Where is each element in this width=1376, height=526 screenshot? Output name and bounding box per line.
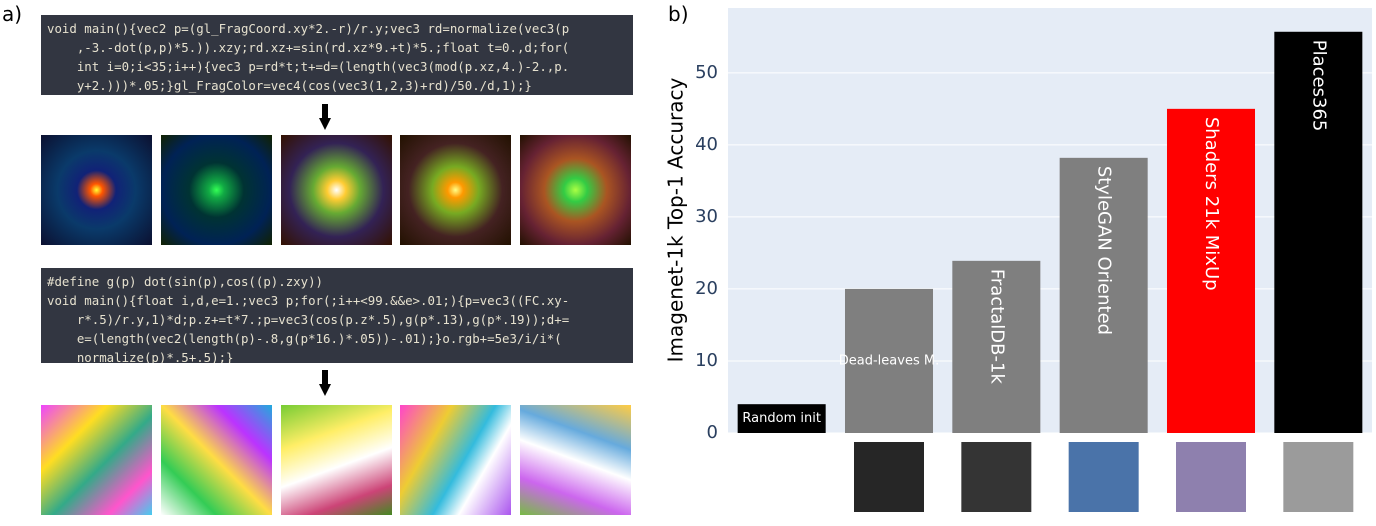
code-block: void main(){vec2 p=(gl_FragCoord.xy*2.-r… [41, 15, 633, 95]
thumbnail [1176, 442, 1246, 512]
bar [1059, 157, 1148, 433]
code-line: r*.5)/r.y,1)*d;p.z+=t*7.;p=vec3(cos(p.z*… [47, 312, 570, 327]
shader-image [41, 405, 152, 515]
arrow [319, 370, 331, 396]
y-tick-label: 30 [695, 206, 718, 227]
shader-image [161, 405, 272, 515]
shader-image [281, 405, 392, 515]
bar [737, 404, 826, 433]
y-tick-label: 10 [695, 350, 718, 371]
shader-image [281, 135, 392, 245]
panel-label: b) [668, 2, 689, 26]
shader-image [400, 135, 511, 245]
thumbnail [1283, 442, 1354, 512]
y-tick-label: 50 [695, 62, 718, 83]
bar [1166, 108, 1256, 433]
code-line: y+2.)))*.05;}gl_FragColor=vec4(cos(vec3(… [47, 78, 532, 93]
code-line: #define g(p) dot(sin(p),cos((p).zxy)) [47, 274, 324, 289]
y-axis-label: Imagenet-1k Top-1 Accuracy [664, 77, 688, 362]
code-block: #define g(p) dot(sin(p),cos((p).zxy)) voi… [41, 268, 633, 363]
bar-label: FractalDB-1k [986, 269, 1007, 385]
thumbnail [1068, 442, 1139, 512]
y-tick-label: 40 [695, 134, 718, 155]
y-tick-label: 0 [707, 422, 718, 443]
shader-image [520, 405, 631, 515]
plot-background [728, 8, 1372, 433]
code-line: e=(length(vec2(length(p)-.8,g(p*16.)*.05… [47, 331, 562, 346]
shader-image [41, 135, 152, 245]
code-line: ,-3.-dot(p,p)*5.)).xzy;rd.xz+=sin(rd.xz*… [47, 40, 570, 55]
shader-image [520, 135, 631, 245]
code-line: int i=0;i<35;i++){vec3 p=rd*t;t+=d=(leng… [47, 59, 570, 74]
bar-label: Shaders 21k MixUp [1201, 117, 1222, 291]
code-line: void main(){float i,d,e=1.;vec3 p;for(;i… [47, 293, 570, 308]
code-line: normalize(p)*.5+.5);} [47, 350, 234, 363]
panel-label: a) [2, 2, 23, 26]
chart: Imagenet-1k Top-1 Accuracy 0 10 20 30 40 50 Ra… [664, 8, 1372, 512]
bar [952, 260, 1041, 433]
shader-image [400, 405, 511, 515]
bar-label: Dead-leaves M. [839, 353, 939, 368]
bar-label: Random init [742, 411, 821, 426]
bar [1274, 31, 1363, 434]
bar-label: StyleGAN Oriented [1094, 166, 1115, 335]
code-line: void main(){vec2 p=(gl_FragCoord.xy*2.-r… [47, 21, 570, 36]
thumbnail [961, 442, 1032, 512]
bar [844, 288, 934, 433]
arrow [319, 104, 331, 130]
y-tick-label: 20 [695, 278, 718, 299]
thumbnail [854, 442, 924, 512]
shader-image [161, 135, 272, 245]
bar-label: Places365 [1308, 40, 1329, 132]
